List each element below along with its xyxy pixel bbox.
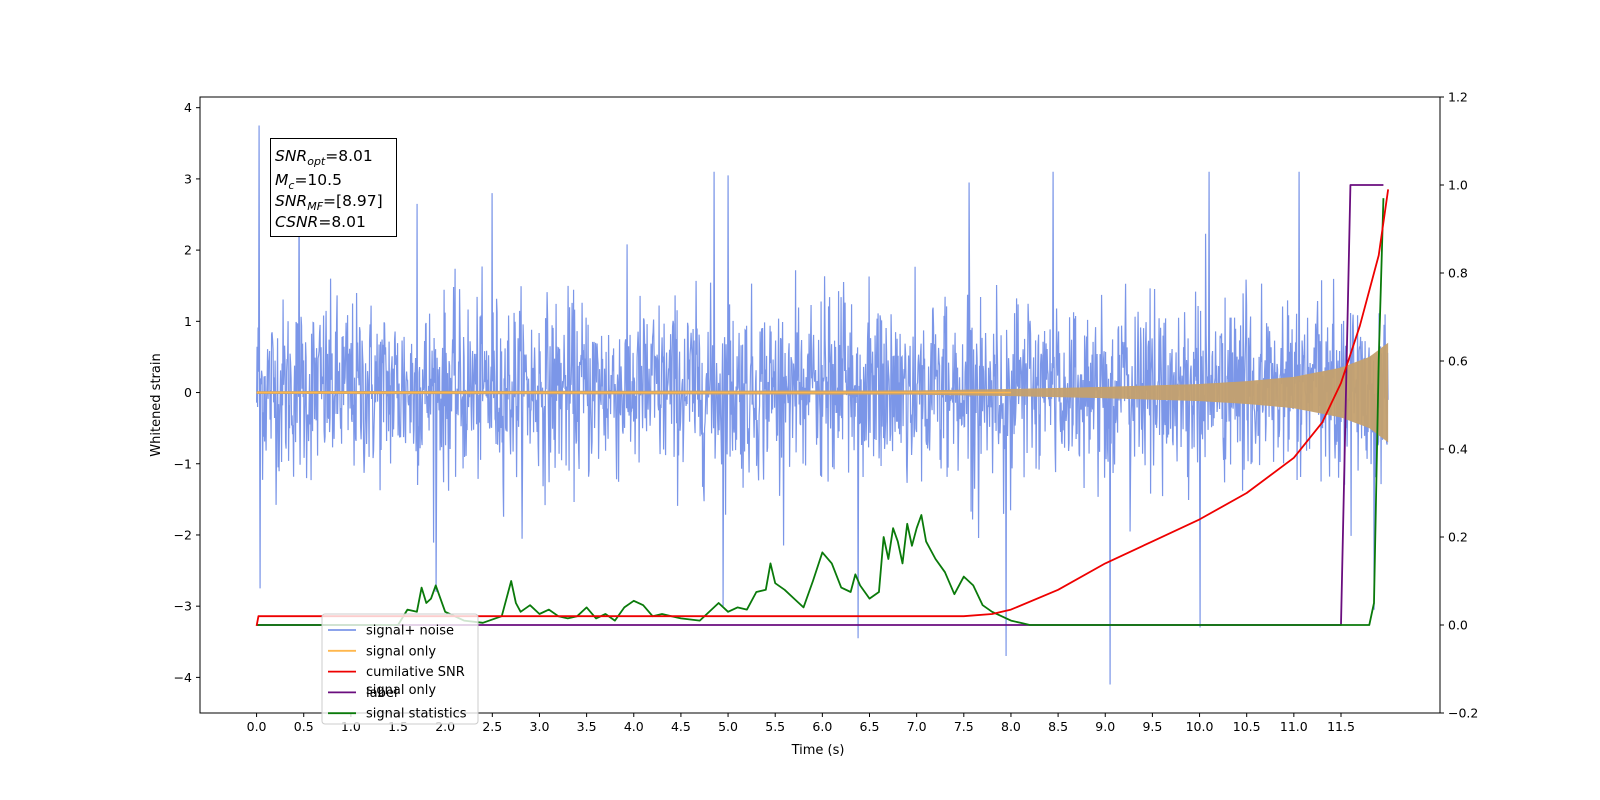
legend-item-label: signal statistics — [366, 707, 467, 722]
x-tick-label: 6.0 — [812, 719, 832, 734]
annotation-chirp-mass: Mc=10.5 — [275, 171, 342, 192]
x-tick-label: 10.0 — [1186, 719, 1214, 734]
x-tick-label: 9.0 — [1095, 719, 1115, 734]
x-tick-label: 5.5 — [765, 719, 785, 734]
legend-frame — [321, 613, 479, 725]
y-axis-label: Whitened strain — [149, 353, 164, 456]
y-axis-right: −0.2 0.0 0.2 0.4 0.6 0.8 1.0 1.2 — [1440, 90, 1478, 721]
stats-annotation-frame — [270, 138, 397, 237]
x-tick-label: 2.5 — [482, 719, 502, 734]
x-tick-label: 11.0 — [1280, 719, 1308, 734]
x-tick-label: 10.5 — [1233, 719, 1261, 734]
y-tick-label: 2 — [184, 243, 192, 258]
y-tick-label: 4 — [184, 100, 192, 115]
y2-tick-label: 0.0 — [1448, 618, 1468, 633]
y-tick-label: 3 — [184, 171, 192, 186]
x-tick-label: 7.0 — [907, 719, 927, 734]
legend: signal only signal+ noise signal only cumi… — [321, 613, 479, 725]
x-tick-label: 7.5 — [954, 719, 974, 734]
y-tick-label: 0 — [184, 385, 192, 400]
x-tick-label: 4.0 — [624, 719, 644, 734]
annotation-snr-mf: SNRMF=[8.97] — [275, 192, 383, 213]
x-tick-label: 8.5 — [1048, 719, 1068, 734]
y-tick-label: −3 — [174, 599, 192, 614]
series-label — [256, 184, 1384, 626]
y2-tick-label: 0.8 — [1448, 266, 1468, 281]
legend-item-label: label — [366, 686, 397, 701]
annotation-snr-opt: SNRopt=8.01 — [275, 147, 373, 168]
x-tick-label: 3.0 — [530, 719, 550, 734]
legend-item-label: cumilative SNR — [366, 665, 465, 680]
axes-frame — [199, 96, 1441, 714]
y2-tick-label: 1.2 — [1448, 90, 1468, 105]
x-tick-label: 9.5 — [1142, 719, 1162, 734]
y2-tick-label: 0.2 — [1448, 530, 1468, 545]
y2-tick-label: 0.6 — [1448, 354, 1468, 369]
x-tick-label: 5.0 — [718, 719, 738, 734]
x-tick-label: 8.0 — [1001, 719, 1021, 734]
annotation-csnr: CSNR=8.01 — [275, 213, 366, 231]
y-axis-left: −4 −3 −2 −1 0 1 2 3 4 — [174, 100, 200, 685]
x-tick-label: 0.0 — [247, 719, 267, 734]
y-tick-label: −2 — [174, 527, 192, 542]
x-axis-label: Time (s) — [791, 743, 845, 758]
y2-tick-label: −0.2 — [1448, 706, 1478, 721]
y2-tick-label: 1.0 — [1448, 178, 1468, 193]
legend-item-label: signal only — [366, 644, 436, 659]
x-tick-label: 4.5 — [671, 719, 691, 734]
y2-tick-label: 0.4 — [1448, 442, 1468, 457]
legend-overlapped-text: signal only — [366, 683, 436, 698]
x-tick-label: 6.5 — [860, 719, 880, 734]
x-tick-label: 0.5 — [294, 719, 314, 734]
legend-item-label: signal+ noise — [366, 624, 454, 639]
y-tick-label: −1 — [174, 456, 192, 471]
x-tick-label: 11.5 — [1327, 719, 1355, 734]
x-axis: 0.0 0.5 1.0 1.5 2.0 2.5 3.0 3.5 4.0 4.5 5.0 5.5 6.0 6… — [247, 713, 1355, 734]
y-tick-label: −4 — [174, 670, 192, 685]
plot-area — [255, 125, 1390, 685]
y-tick-label: 1 — [184, 314, 192, 329]
x-tick-label: 3.5 — [577, 719, 597, 734]
stats-annotation-box: SNRopt=8.01 Mc=10.5 SNRMF=[8.97] CSNR=8.… — [270, 138, 397, 237]
series-signal-statistics — [256, 198, 1385, 626]
